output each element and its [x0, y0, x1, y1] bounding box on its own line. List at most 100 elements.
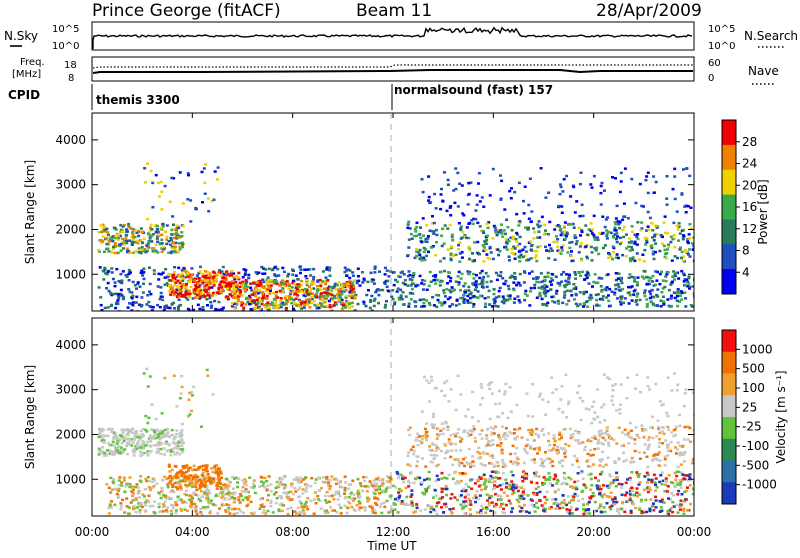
heatmap-cell: [141, 506, 144, 509]
heatmap-cell: [435, 494, 438, 497]
heatmap-cell: [266, 297, 269, 300]
heatmap-cell: [563, 502, 566, 505]
power-ytick-label: 3000: [55, 178, 86, 192]
heatmap-cell: [216, 178, 219, 181]
heatmap-cell: [628, 277, 631, 280]
heatmap-cell: [534, 256, 537, 259]
heatmap-cell: [546, 491, 549, 494]
heatmap-cell: [477, 283, 480, 286]
heatmap-cell: [127, 438, 130, 441]
heatmap-cell: [397, 477, 400, 480]
heatmap-cell: [184, 484, 187, 487]
heatmap-cell: [241, 285, 244, 288]
heatmap-cell: [575, 486, 578, 489]
heatmap-cell: [106, 247, 109, 250]
heatmap-cell: [536, 250, 539, 253]
heatmap-cell: [425, 299, 428, 302]
heatmap-cell: [621, 502, 624, 505]
heatmap-cell: [197, 282, 200, 285]
heatmap-cell: [410, 493, 413, 496]
heatmap-cell: [515, 447, 518, 450]
heatmap-cell: [160, 227, 163, 230]
heatmap-cell: [539, 295, 542, 298]
heatmap-cell: [551, 498, 554, 501]
velocity-heatmap: [98, 368, 697, 516]
heatmap-cell: [343, 505, 346, 508]
heatmap-cell: [596, 487, 599, 490]
heatmap-cell: [285, 307, 288, 310]
heatmap-cell: [285, 299, 288, 302]
heatmap-cell: [191, 497, 194, 500]
heatmap-cell: [418, 233, 421, 236]
heatmap-cell: [421, 438, 424, 441]
heatmap-cell: [136, 506, 139, 509]
heatmap-cell: [253, 512, 256, 515]
heatmap-cell: [659, 273, 662, 276]
heatmap-cell: [631, 457, 634, 460]
heatmap-cell: [97, 231, 100, 234]
heatmap-cell: [223, 494, 226, 497]
heatmap-cell: [306, 508, 309, 511]
heatmap-cell: [173, 284, 176, 287]
heatmap-cell: [165, 243, 168, 246]
heatmap-cell: [536, 297, 539, 300]
heatmap-cell: [424, 433, 427, 436]
heatmap-cell: [664, 439, 667, 442]
heatmap-cell: [187, 477, 190, 480]
heatmap-cell: [116, 493, 119, 496]
heatmap-cell: [249, 287, 252, 290]
heatmap-cell: [589, 449, 592, 452]
heatmap-cell: [441, 245, 444, 248]
heatmap-cell: [304, 288, 307, 291]
heatmap-cell: [100, 451, 103, 454]
heatmap-cell: [612, 481, 615, 484]
heatmap-cell: [135, 296, 138, 299]
freq-nave-panel: Freq. [MHz] 18 8 60 0 Nave: [12, 57, 779, 84]
heatmap-cell: [378, 488, 381, 491]
heatmap-cell: [682, 229, 685, 232]
heatmap-cell: [242, 307, 245, 310]
heatmap-cell: [446, 488, 449, 491]
heatmap-cell: [248, 477, 251, 480]
heatmap-cell: [305, 505, 308, 508]
heatmap-cell: [418, 258, 421, 261]
heatmap-cell: [175, 282, 178, 285]
heatmap-cell: [187, 469, 190, 472]
heatmap-cell: [578, 251, 581, 254]
heatmap-cell: [190, 480, 193, 483]
heatmap-cell: [142, 447, 145, 450]
heatmap-cell: [151, 228, 154, 231]
heatmap-cell: [668, 289, 671, 292]
heatmap-cell: [636, 487, 639, 490]
heatmap-cell: [677, 511, 680, 514]
heatmap-cell: [134, 486, 137, 489]
heatmap-cell: [207, 271, 210, 274]
heatmap-cell: [259, 282, 262, 285]
heatmap-cell: [411, 276, 414, 279]
heatmap-cell: [335, 491, 338, 494]
heatmap-cell: [316, 495, 319, 498]
heatmap-cell: [258, 289, 261, 292]
heatmap-cell: [128, 269, 131, 272]
heatmap-cell: [619, 237, 622, 240]
heatmap-cell: [350, 285, 353, 288]
heatmap-cell: [144, 501, 147, 504]
heatmap-cell: [546, 302, 549, 305]
heatmap-cell: [199, 266, 202, 269]
heatmap-cell: [529, 240, 532, 243]
heatmap-cell: [487, 296, 490, 299]
heatmap-cell: [316, 285, 319, 288]
heatmap-cell: [260, 504, 263, 507]
heatmap-cell: [214, 468, 217, 471]
heatmap-cell: [523, 271, 526, 274]
heatmap-cell: [643, 489, 646, 492]
heatmap-cell: [414, 230, 417, 233]
heatmap-cell: [198, 291, 201, 294]
heatmap-cell: [213, 284, 216, 287]
heatmap-cell: [569, 485, 572, 488]
heatmap-cell: [496, 444, 499, 447]
heatmap-cell: [459, 449, 462, 452]
heatmap-cell: [424, 259, 427, 262]
heatmap-cell: [630, 460, 633, 463]
heatmap-cell: [343, 493, 346, 496]
